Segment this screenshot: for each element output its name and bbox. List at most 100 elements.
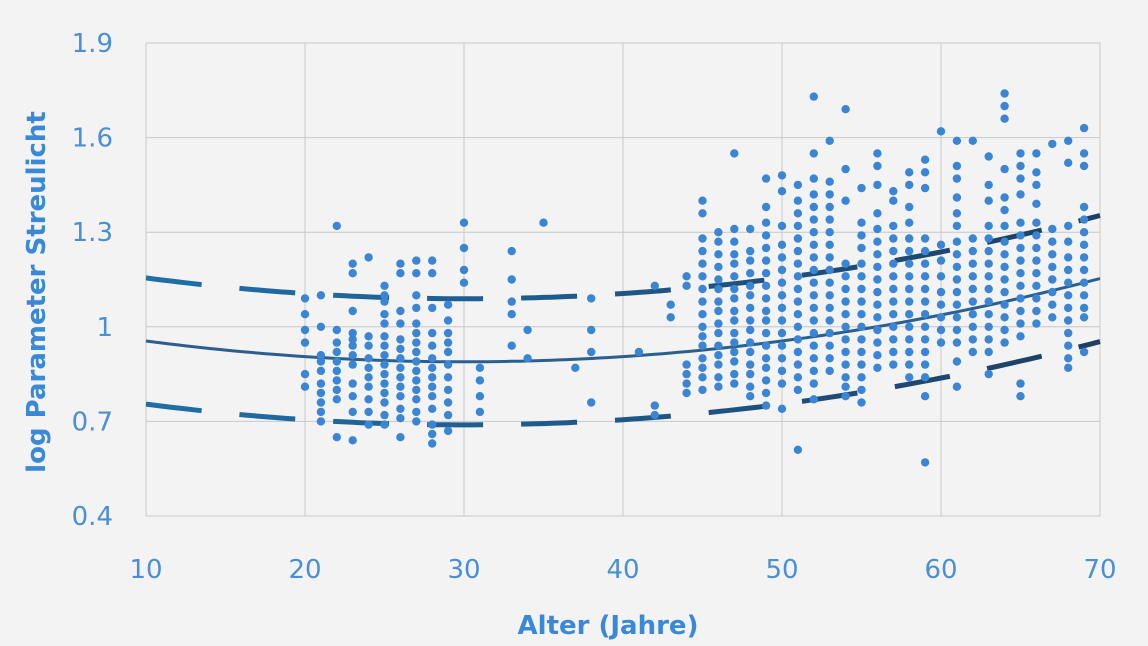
data-point: [332, 433, 341, 442]
data-point: [698, 322, 707, 331]
data-point: [412, 395, 421, 404]
data-point: [1000, 300, 1009, 309]
data-point: [507, 310, 516, 319]
data-point: [873, 262, 882, 272]
data-point: [1064, 341, 1073, 350]
data-point: [507, 246, 516, 256]
data-point: [1064, 316, 1073, 325]
data-point: [443, 426, 453, 436]
data-point: [936, 325, 946, 335]
data-point: [443, 316, 453, 325]
data-point: [475, 376, 485, 385]
data-point: [730, 328, 739, 338]
data-point: [1064, 363, 1073, 372]
data-point: [777, 316, 787, 325]
data-point: [380, 420, 389, 429]
data-point: [777, 366, 787, 376]
data-point: [1064, 278, 1073, 287]
data-point: [746, 369, 755, 379]
data-point: [1048, 237, 1057, 246]
data-point: [714, 262, 723, 272]
data-point: [936, 287, 946, 297]
data-point: [380, 291, 389, 300]
data-point: [984, 297, 993, 306]
data-point: [889, 246, 898, 256]
data-point: [428, 269, 437, 278]
data-point: [587, 347, 596, 357]
data-point: [873, 250, 882, 259]
data-point: [825, 303, 834, 313]
data-point: [316, 388, 326, 398]
data-point: [412, 269, 421, 278]
data-point: [793, 272, 803, 281]
data-point: [841, 284, 850, 294]
data-point: [316, 366, 326, 376]
data-point: [952, 382, 962, 391]
data-point: [332, 395, 341, 404]
data-point: [984, 347, 993, 357]
data-point: [730, 237, 739, 246]
data-point: [777, 379, 787, 388]
data-point: [443, 347, 453, 357]
data-point: [1016, 281, 1025, 290]
data-point: [396, 363, 405, 372]
data-point: [873, 224, 882, 234]
data-point: [396, 414, 405, 423]
data-point: [952, 313, 962, 322]
data-point: [1048, 275, 1057, 284]
data-point: [873, 300, 882, 309]
data-point: [777, 221, 787, 231]
data-point: [857, 259, 866, 268]
data-point: [952, 237, 962, 246]
data-point: [841, 196, 850, 205]
data-point: [761, 281, 771, 290]
data-point: [1016, 190, 1025, 199]
data-point: [905, 202, 914, 212]
data-point: [1032, 319, 1041, 328]
data-point: [396, 259, 405, 268]
data-point: [428, 363, 437, 372]
data-point: [730, 369, 739, 379]
data-point: [587, 398, 596, 407]
regression-lower-bound: [145, 339, 1101, 428]
data-point: [984, 369, 993, 379]
data-point: [841, 373, 850, 382]
data-point: [714, 237, 723, 246]
data-point: [634, 347, 644, 357]
data-point: [857, 385, 866, 395]
data-point: [1048, 250, 1057, 259]
data-point: [332, 366, 341, 376]
data-point: [1079, 265, 1089, 275]
data-point: [984, 259, 993, 268]
data-point: [412, 385, 421, 395]
data-point: [443, 360, 453, 369]
x-tick-labels: 10 20 30 40 50 60 70: [129, 555, 1116, 585]
data-point: [825, 240, 834, 249]
data-point: [1016, 243, 1025, 253]
data-point: [793, 180, 803, 190]
data-point: [396, 335, 405, 344]
data-point: [793, 310, 803, 319]
data-point: [428, 392, 437, 401]
data-point: [920, 297, 930, 306]
data-point: [905, 284, 914, 294]
data-point: [761, 218, 771, 227]
data-point: [841, 322, 850, 331]
data-point: [507, 297, 516, 306]
data-point: [412, 328, 421, 338]
data-point: [857, 284, 866, 294]
data-point: [777, 171, 787, 180]
data-point: [746, 303, 755, 313]
data-point: [809, 215, 818, 224]
data-point: [1048, 139, 1057, 149]
data-point: [300, 310, 310, 319]
data-point: [761, 256, 771, 265]
data-point: [428, 439, 437, 448]
data-point: [889, 259, 898, 268]
data-point: [1032, 149, 1041, 158]
data-point: [761, 388, 771, 398]
data-point: [984, 322, 993, 331]
data-point: [777, 303, 787, 313]
data-point: [1000, 114, 1009, 123]
data-point: [730, 259, 739, 268]
